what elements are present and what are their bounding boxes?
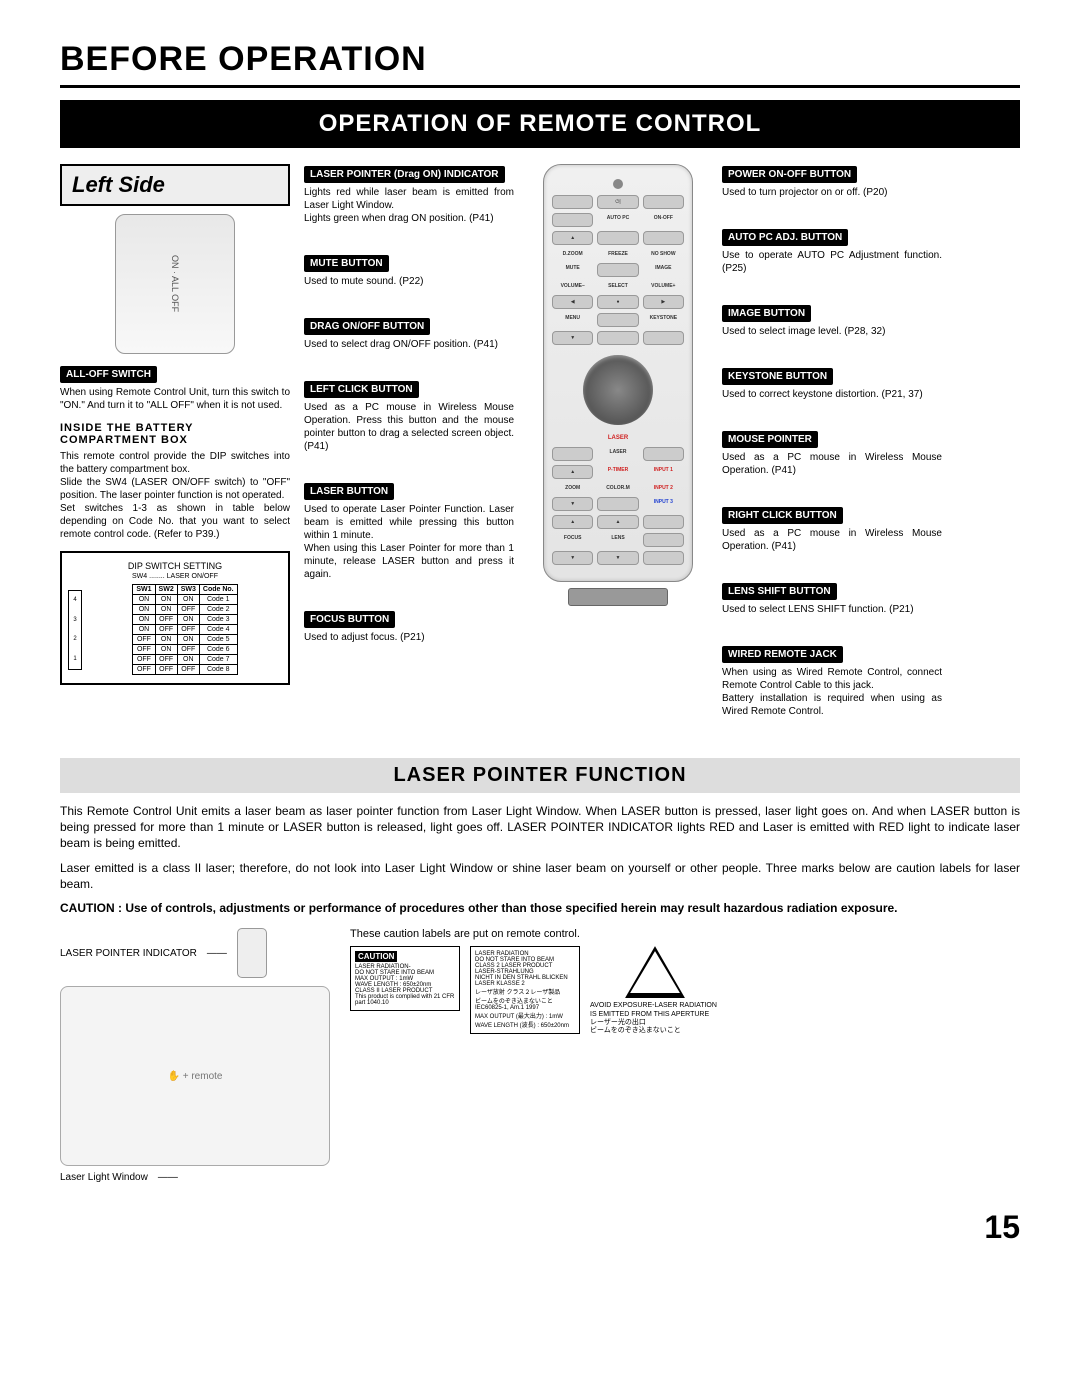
remote-key xyxy=(552,195,593,209)
remote-key: VOLUME+ xyxy=(643,281,684,291)
laser-caution: CAUTION : Use of controls, adjustments o… xyxy=(60,900,1020,916)
dip-sub: SW4 ........ LASER ON/OFF xyxy=(68,573,282,580)
remote-key: ⏻| xyxy=(597,195,638,209)
remote-key: KEYSTONE xyxy=(643,313,684,323)
remote-key: ▲ xyxy=(552,515,593,529)
remote-key xyxy=(643,331,684,345)
callout-label: IMAGE BUTTON xyxy=(722,305,811,322)
battery-heading: INSIDE THE BATTERY COMPARTMENT BOX xyxy=(60,422,290,446)
indicator-a: LASER POINTER INDICATOR xyxy=(60,948,197,959)
remote-key: LASER xyxy=(597,447,638,457)
remote-key: NO SHOW xyxy=(643,249,684,259)
page-number: 15 xyxy=(60,1209,1020,1246)
remote-key: COLOR.M xyxy=(597,483,638,493)
hand-holding-remote-icon: ✋ + remote xyxy=(60,986,330,1166)
wired-jack-icon xyxy=(568,588,668,606)
left-side-title: Left Side xyxy=(60,164,290,206)
triangle-text: AVOID EXPOSURE-LASER RADIATION IS EMITTE… xyxy=(590,1002,720,1036)
dip-table: SW1SW2SW3Code No.ONONONCode 1ONONOFFCode… xyxy=(132,584,237,675)
remote-key xyxy=(643,515,684,529)
laser-p1: This Remote Control Unit emits a laser b… xyxy=(60,803,1020,852)
remote-key: SELECT xyxy=(597,281,638,291)
remote-key: ▼ xyxy=(552,497,593,511)
remote-key xyxy=(643,195,684,209)
laser-key-label: LASER xyxy=(552,435,684,441)
remote-key: ▼ xyxy=(597,551,638,565)
alloff-switch-desc: When using Remote Control Unit, turn thi… xyxy=(60,386,290,412)
laser-section-title: LASER POINTER FUNCTION xyxy=(60,758,1020,793)
dip-title: DIP SWITCH SETTING xyxy=(68,561,282,571)
led-icon xyxy=(613,179,623,189)
page-title: BEFORE OPERATION xyxy=(60,40,1020,88)
remote-key xyxy=(643,231,684,245)
remote-key xyxy=(597,231,638,245)
remote-key xyxy=(597,263,638,277)
callout-label: DRAG ON/OFF BUTTON xyxy=(304,318,430,335)
remote-key: FOCUS xyxy=(552,533,593,543)
callout-label: MOUSE POINTER xyxy=(722,431,818,448)
callout-label: KEYSTONE BUTTON xyxy=(722,368,833,385)
remote-key: ON-OFF xyxy=(643,213,684,223)
remote-key: INPUT 3 xyxy=(643,497,684,507)
callout-label: AUTO PC ADJ. BUTTON xyxy=(722,229,848,246)
remote-key: ▼ xyxy=(552,331,593,345)
remote-key xyxy=(597,313,638,327)
remote-key: INPUT 2 xyxy=(643,483,684,493)
remote-key xyxy=(597,331,638,345)
remote-key: P-TIMER xyxy=(597,465,638,475)
remote-key: INPUT 1 xyxy=(643,465,684,475)
mid-callouts: LASER POINTER (Drag ON) INDICATORLights … xyxy=(304,164,514,664)
callout-label: RIGHT CLICK BUTTON xyxy=(722,507,843,524)
indicator-b: Laser Light Window xyxy=(60,1172,148,1183)
laser-warning-triangle-icon: ✷ xyxy=(625,946,685,998)
remote-key xyxy=(552,213,593,227)
remote-key: MUTE xyxy=(552,263,593,273)
alloff-switch-label: ALL-OFF SWITCH xyxy=(60,366,157,383)
remote-key xyxy=(643,533,684,547)
alloff-switch-image: ON · ALL OFF xyxy=(115,214,235,354)
remote-key: ◀ xyxy=(552,295,593,309)
remote-key xyxy=(643,447,684,461)
section-banner: OPERATION OF REMOTE CONTROL xyxy=(60,100,1020,148)
dip-side-icon: 1234 xyxy=(68,590,82,670)
remote-key: LENS xyxy=(597,533,638,543)
dip-switch-box: DIP SWITCH SETTING SW4 ........ LASER ON… xyxy=(60,551,290,685)
callout-label: LENS SHIFT BUTTON xyxy=(722,583,837,600)
remote-key: ZOOM xyxy=(552,483,593,493)
callout-label: MUTE BUTTON xyxy=(304,255,389,272)
callout-label: LEFT CLICK BUTTON xyxy=(304,381,419,398)
remote-key: ▶ xyxy=(643,295,684,309)
remote-key: MENU xyxy=(552,313,593,323)
remote-key: ▲ xyxy=(597,515,638,529)
remote-diagram: Left Side ON · ALL OFF ALL-OFF SWITCH Wh… xyxy=(60,164,1020,738)
remote-illustration: ⏻| AUTO PC ON-OFF ▲ D.ZOOM FREEZE NO SHOW MUTE I… xyxy=(528,164,708,606)
remote-mini-icon xyxy=(237,928,267,978)
remote-key: IMAGE xyxy=(643,263,684,273)
remote-key xyxy=(643,551,684,565)
caution-label-1: CAUTION LASER RADIATION-DO NOT STARE INT… xyxy=(350,946,460,1011)
caution-label-2: LASER RADIATIONDO NOT STARE INTO BEAMCLA… xyxy=(470,946,580,1034)
callout-label: LASER POINTER (Drag ON) INDICATOR xyxy=(304,166,505,183)
remote-key: FREEZE xyxy=(597,249,638,259)
remote-key: ▲ xyxy=(552,465,593,479)
callout-label: FOCUS BUTTON xyxy=(304,611,395,628)
callout-label: WIRED REMOTE JACK xyxy=(722,646,843,663)
remote-key: ▲ xyxy=(552,231,593,245)
remote-key: D.ZOOM xyxy=(552,249,593,259)
right-callouts: POWER ON-OFF BUTTONUsed to turn projecto… xyxy=(722,164,942,738)
callout-label: POWER ON-OFF BUTTON xyxy=(722,166,857,183)
remote-key: AUTO PC xyxy=(597,213,638,223)
remote-key xyxy=(552,447,593,461)
callout-label: LASER BUTTON xyxy=(304,483,394,500)
laser-p2: Laser emitted is a class II laser; there… xyxy=(60,860,1020,892)
caution-note: These caution labels are put on remote c… xyxy=(350,928,1020,940)
remote-key: VOLUME– xyxy=(552,281,593,291)
remote-key: ● xyxy=(597,295,638,309)
remote-key: ▼ xyxy=(552,551,593,565)
remote-key xyxy=(597,497,638,511)
battery-desc: This remote control provide the DIP swit… xyxy=(60,450,290,541)
joypad-icon xyxy=(583,355,653,425)
